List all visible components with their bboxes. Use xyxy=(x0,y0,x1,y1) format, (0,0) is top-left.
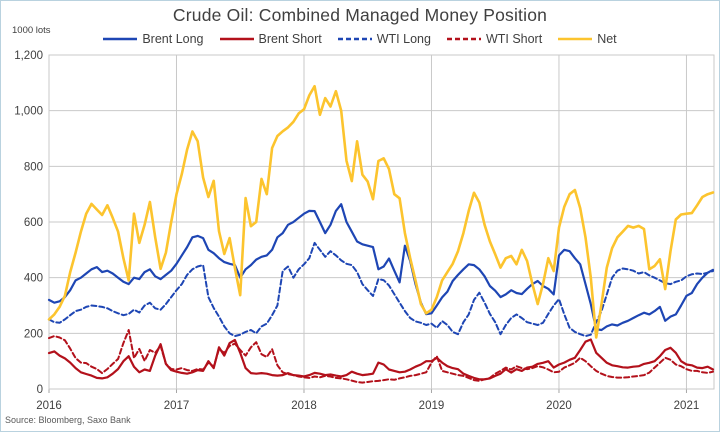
legend-swatch-wti-long-icon xyxy=(337,37,372,41)
source-note: Source: Bloomberg, Saxo Bank xyxy=(5,415,131,425)
legend-item-wti-long: WTI Long xyxy=(337,32,431,46)
series-line-net xyxy=(47,84,715,339)
chart-title: Crude Oil: Combined Managed Money Positi… xyxy=(172,5,548,25)
legend-item-net: Net xyxy=(558,32,617,46)
y-tick-label-600: 600 xyxy=(24,217,43,229)
plot-frame xyxy=(48,54,715,390)
series-line-brent-short xyxy=(47,338,715,381)
x-tick-label-2016: 2016 xyxy=(36,400,62,412)
x-tick-label-2018: 2018 xyxy=(291,400,317,412)
y-tick-label-200: 200 xyxy=(24,328,43,340)
legend-swatch-brent-long-icon xyxy=(103,37,138,41)
series-line-wti-long xyxy=(48,241,714,338)
x-tick-label-2021: 2021 xyxy=(674,400,700,412)
y-tick-label-1000: 1,000 xyxy=(14,106,43,118)
x-tick-label-2017: 2017 xyxy=(164,400,190,412)
x-tick-label-2019: 2019 xyxy=(419,400,445,412)
legend-label: WTI Long xyxy=(376,32,431,46)
legend: Brent Long Brent Short WTI Long WTI Short Ne… xyxy=(1,32,719,46)
y-tick-label-400: 400 xyxy=(24,273,43,285)
legend-item-brent-long: Brent Long xyxy=(103,32,204,46)
series-line-brent-long xyxy=(47,203,715,332)
y-axis-unit-label: 1000 lots xyxy=(12,25,51,36)
legend-label: Brent Long xyxy=(142,32,204,46)
legend-swatch-net-icon xyxy=(558,37,593,41)
legend-label: Brent Short xyxy=(258,32,322,46)
legend-item-brent-short: Brent Short xyxy=(219,32,322,46)
legend-label: WTI Short xyxy=(485,32,543,46)
x-tick-label-2020: 2020 xyxy=(546,400,572,412)
y-tick-label-1200: 1,200 xyxy=(14,50,43,62)
series-line-wti-short xyxy=(48,329,714,384)
legend-swatch-wti-short-icon xyxy=(446,37,481,41)
y-tick-label-800: 800 xyxy=(24,161,43,173)
y-tick-label-0: 0 xyxy=(37,384,43,396)
legend-item-wti-short: WTI Short xyxy=(446,32,543,46)
legend-swatch-brent-short-icon xyxy=(219,37,254,41)
legend-label: Net xyxy=(597,32,617,46)
